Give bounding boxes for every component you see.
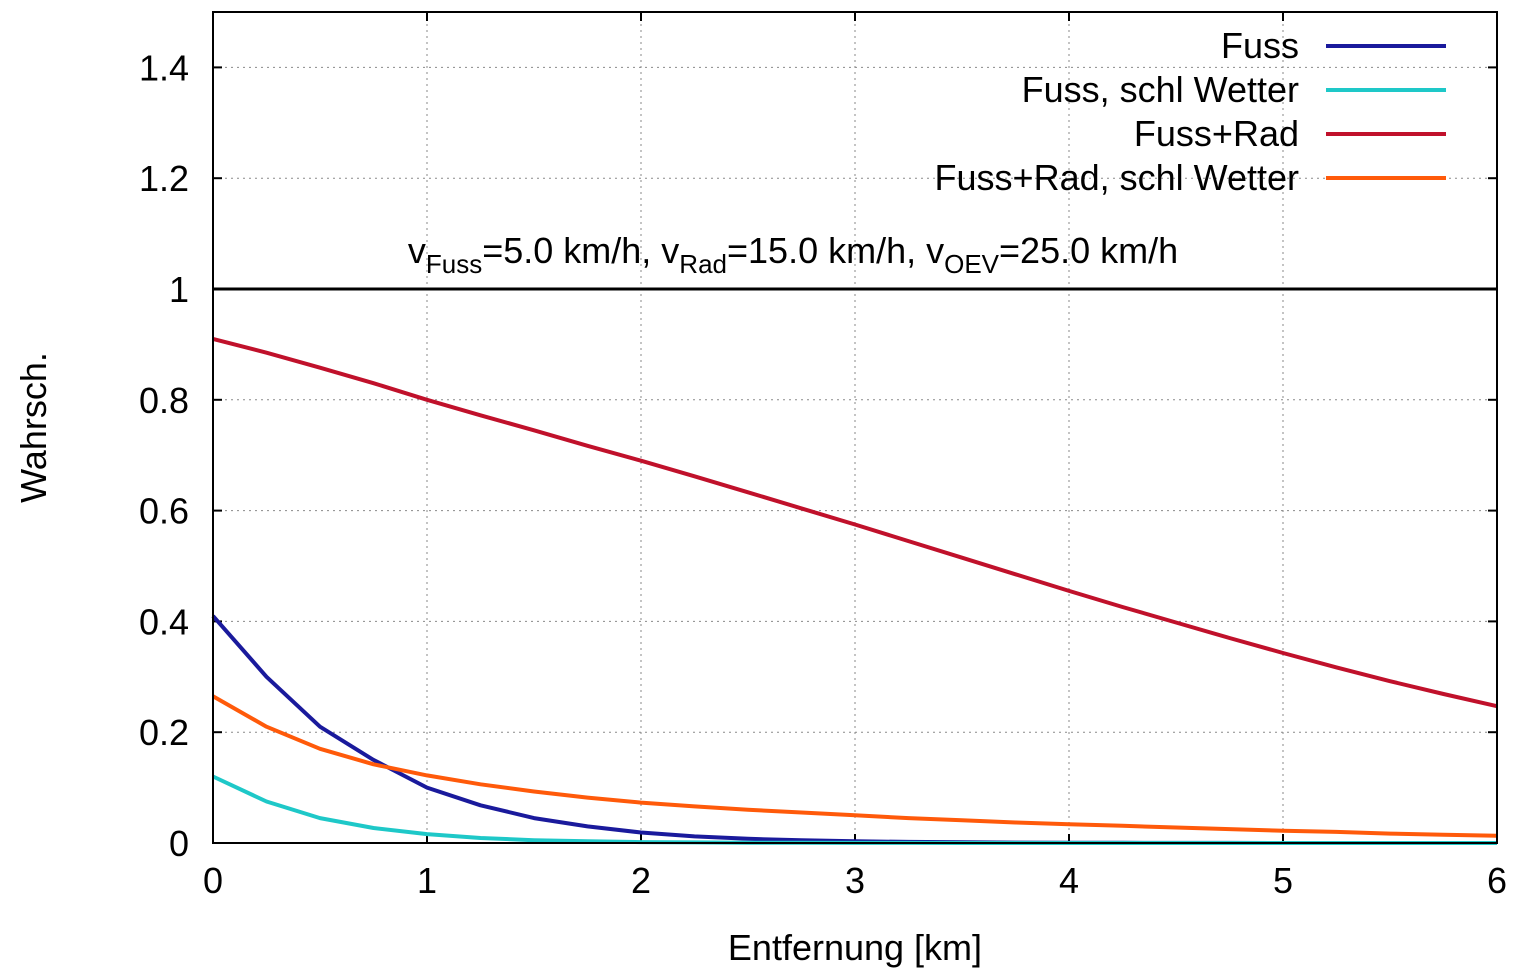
x-tick-label: 4 [1059,860,1079,901]
series-line-fuss-rad [212,336,1498,709]
tick-labels: 0 1 2 3 4 5 6 0 0.2 0.4 0.6 0.8 1 1.2 1.4 [139,47,1507,901]
legend-label-fuss-rad: Fuss+Rad [1134,113,1299,154]
y-tick-label: 1.2 [139,158,189,199]
y-tick-label: 0.2 [139,712,189,753]
x-tick-label: 6 [1487,860,1507,901]
y-tick-label: 1 [169,269,189,310]
y-tick-label: 0.8 [139,380,189,421]
grid [213,12,1497,843]
series-line-fuss-rad-schl-wetter [212,694,1498,838]
x-tick-label: 3 [845,860,865,901]
legend-label-fuss-rad-schl-wetter: Fuss+Rad, schl Wetter [935,157,1299,198]
y-axis-label: Wahrsch. [13,352,54,503]
y-tick-label: 1.4 [139,47,189,88]
legend-label-fuss-schl-wetter: Fuss, schl Wetter [1022,69,1299,110]
x-axis-label: Entfernung [km] [728,927,982,968]
plot-border [212,11,1498,844]
x-tick-label: 2 [631,860,651,901]
x-tick-label: 0 [203,860,223,901]
speed-annotation: vFuss=5.0 km/h, vRad=15.0 km/h, vOEV=25.… [408,230,1178,279]
x-tick-label: 1 [417,860,437,901]
legend-label-fuss: Fuss [1221,25,1299,66]
y-tick-label: 0.4 [139,601,189,642]
y-tick-label: 0 [169,823,189,864]
y-tick-label: 0.6 [139,491,189,532]
x-tick-label: 5 [1273,860,1293,901]
